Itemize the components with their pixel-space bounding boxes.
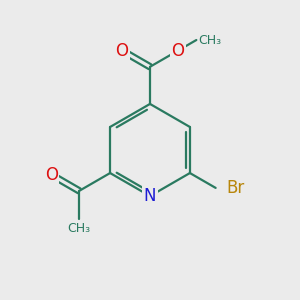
Text: CH₃: CH₃: [68, 222, 91, 235]
Text: N: N: [144, 187, 156, 205]
Text: Br: Br: [226, 179, 244, 197]
Text: CH₃: CH₃: [199, 34, 222, 46]
Text: O: O: [172, 42, 184, 60]
Text: O: O: [116, 42, 128, 60]
Text: O: O: [45, 166, 58, 184]
